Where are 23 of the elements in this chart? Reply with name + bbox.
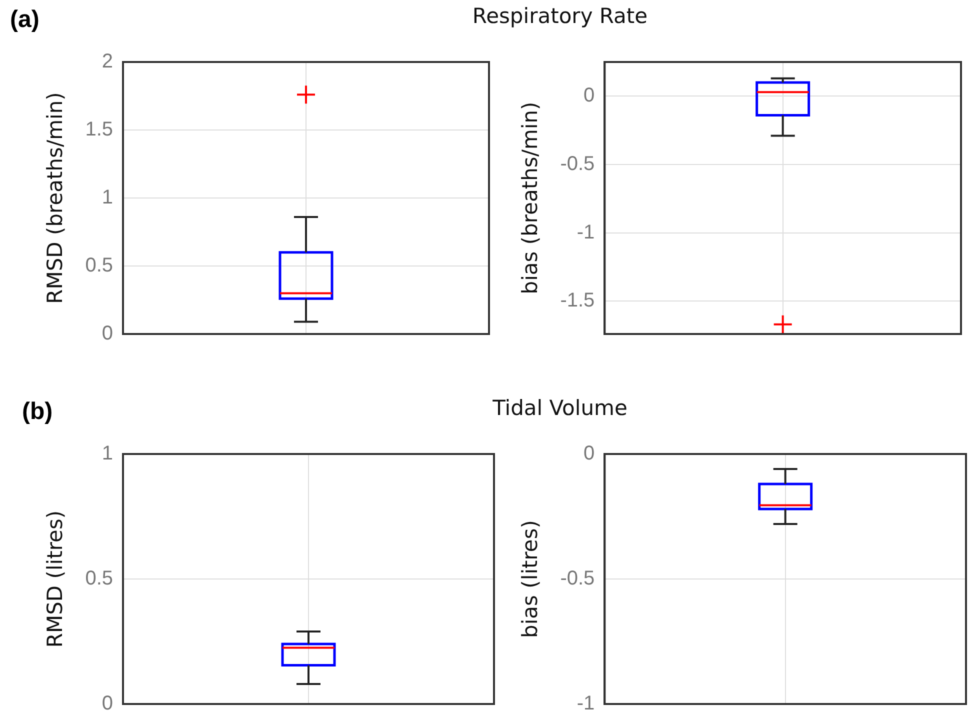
y-tick-label: 2 [102,50,114,73]
text: (a) [10,6,40,34]
y-tick-label: 0 [102,692,114,715]
y-tick-label: 0 [584,442,595,465]
y-axis-title: RMSD (litres) [43,510,68,648]
y-tick-label: 0.5 [85,568,114,590]
y-tick-label: -1 [576,221,595,244]
y-tick-label: -1.5 [560,290,595,312]
y-tick-label: -0.5 [560,568,595,590]
y-axis-title: bias (breaths/min) [518,102,542,294]
y-tick-label: 0 [584,84,595,107]
y-tick-label: 1 [102,186,114,209]
y-tick-label: 0 [102,322,114,345]
y-axis-title: RMSD (breaths/min) [43,92,68,304]
text: Tidal Volume [492,396,628,420]
y-tick-label: 1 [102,442,114,465]
y-tick-label: 1.5 [85,118,114,141]
y-tick-label: -1 [576,692,595,715]
text: Respiratory Rate [471,4,649,28]
y-axis-title: bias (litres) [518,520,542,638]
y-tick-label: -0.5 [560,153,595,176]
text: (b) [22,398,53,426]
y-tick-label: 0.5 [85,254,114,277]
